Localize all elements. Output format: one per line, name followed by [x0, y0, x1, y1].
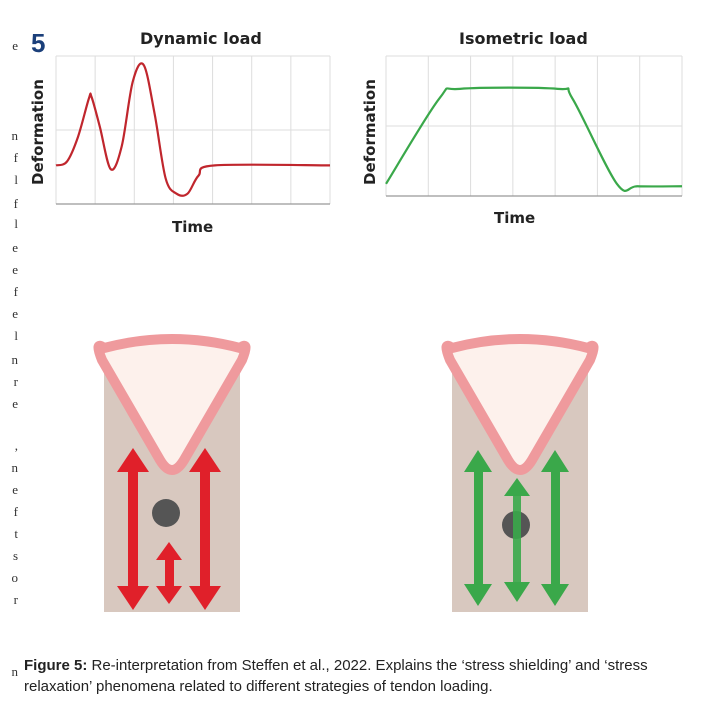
figure-number: 5: [31, 28, 46, 58]
margin-char: e: [12, 240, 18, 255]
margin-char: f: [13, 284, 18, 299]
margin-char: l: [14, 172, 18, 187]
series-line: [385, 86, 683, 192]
margin-char: e: [12, 482, 18, 497]
tendon-triangle: [93, 334, 251, 475]
margin-char: e: [12, 396, 18, 411]
tendon-diagram-dynamic: [93, 334, 251, 612]
series-line: [55, 62, 331, 197]
green-arrow-right: [541, 450, 569, 606]
y-axis-label-dynamic: Deformation: [29, 79, 47, 185]
x-axis-label-isometric: Time: [494, 209, 536, 227]
margin-char: e: [12, 38, 18, 53]
margin-char: e: [12, 306, 18, 321]
chart-title-isometric: Isometric load: [459, 29, 588, 48]
figure-caption: Figure 5: Re-interpretation from Steffen…: [24, 655, 684, 697]
margin-char: n: [11, 128, 19, 143]
red-arrow-right: [189, 448, 221, 610]
margin-char: n: [11, 664, 19, 679]
margin-char: o: [11, 570, 19, 585]
green-arrow-center: [504, 478, 530, 602]
margin-char: t: [14, 526, 18, 541]
x-axis-label-dynamic: Time: [172, 218, 214, 236]
margin-char: f: [13, 196, 18, 211]
margin-char: r: [13, 592, 18, 607]
tendon-diagram-isometric: [441, 334, 599, 612]
isometric-load-chart: [385, 55, 683, 197]
margin-char: f: [13, 150, 18, 165]
tendon-triangle: [441, 334, 599, 475]
margin-char: l: [14, 328, 18, 343]
margin-char: n: [11, 352, 19, 367]
red-arrow-center-short: [156, 542, 182, 604]
margin-char: l: [14, 216, 18, 231]
margin-char: e: [12, 262, 18, 277]
margin-char: s: [12, 548, 18, 563]
caption-label: Figure 5:: [24, 657, 88, 674]
margin-char: r: [13, 374, 18, 389]
margin-char: f: [13, 504, 18, 519]
bone-dot: [152, 499, 180, 527]
red-arrow-left: [117, 448, 149, 610]
y-axis-label-isometric: Deformation: [361, 79, 379, 185]
caption-text: Re-interpretation from Steffen et al., 2…: [24, 657, 648, 695]
margin-char: ,: [14, 438, 18, 453]
chart-title-dynamic: Dynamic load: [140, 29, 262, 48]
margin-char: n: [11, 460, 19, 475]
dynamic-load-chart: [55, 55, 331, 205]
green-arrow-left: [464, 450, 492, 606]
